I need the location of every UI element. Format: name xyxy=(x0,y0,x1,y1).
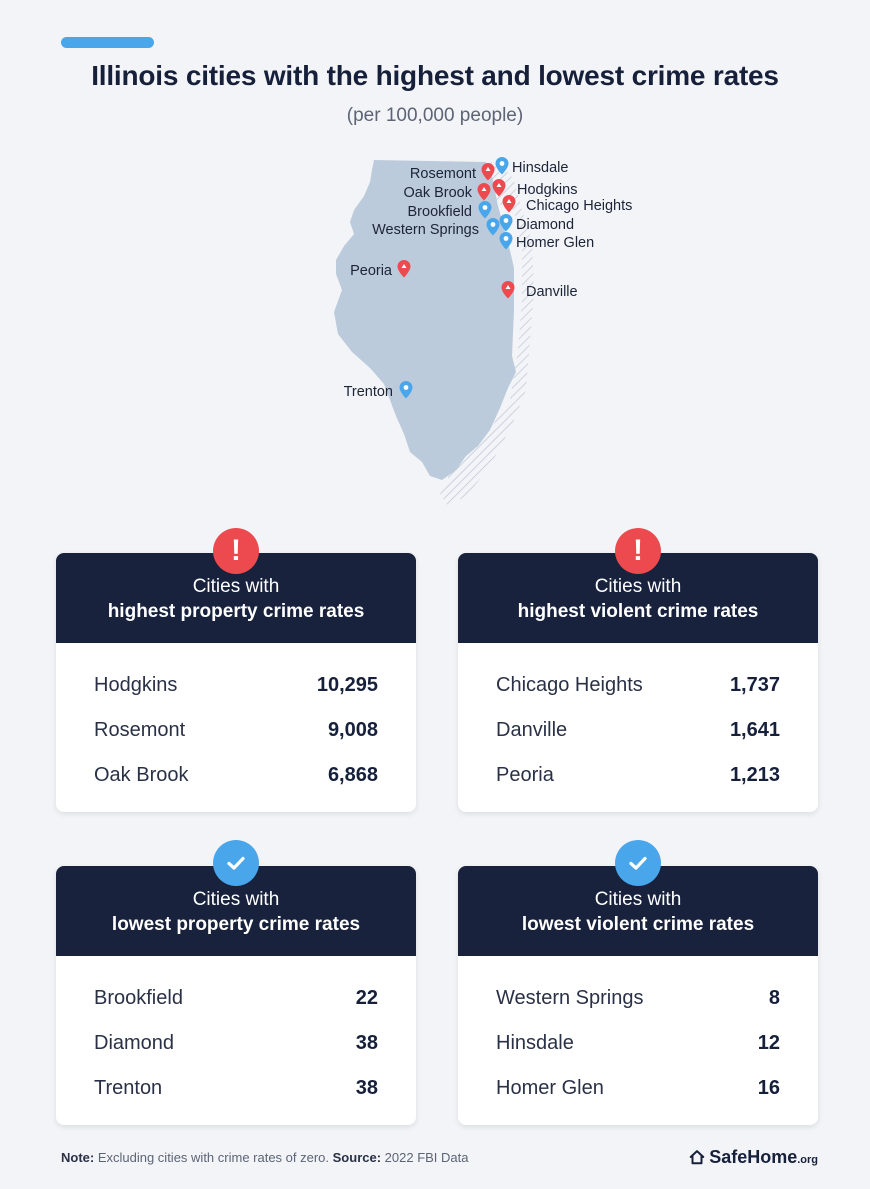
table-row: Diamond 38 xyxy=(94,1021,378,1066)
city-name: Chicago Heights xyxy=(496,674,643,696)
card-rows: Hodgkins 10,295 Rosemont 9,008 Oak Brook 6,… xyxy=(56,643,416,798)
card-rows: Chicago Heights 1,737 Danville 1,641 Peori… xyxy=(458,643,818,798)
card-header-line1: Cities with xyxy=(192,576,280,597)
table-row: Trenton 38 xyxy=(94,1066,378,1111)
crime-rate: 8 xyxy=(768,987,780,1009)
crime-rate: 38 xyxy=(355,1077,378,1099)
house-icon xyxy=(689,1150,705,1165)
map-label-hinsdale: Hinsdale xyxy=(512,160,568,176)
illinois-map: Rosemont Hinsdale Oak Brook Hodgkins Bro… xyxy=(300,150,640,520)
map-label-homer-glen: Homer Glen xyxy=(516,235,594,251)
crime-rate: 38 xyxy=(355,1032,378,1054)
map-label-hodgkins: Hodgkins xyxy=(517,182,577,198)
illinois-map-svg: Rosemont Hinsdale Oak Brook Hodgkins Bro… xyxy=(334,157,632,506)
table-row: Danville 1,641 xyxy=(496,708,780,753)
map-label-western-springs: Western Springs xyxy=(372,222,479,238)
map-pin-homer-glen xyxy=(499,232,513,250)
card-header-line2: highest property crime rates xyxy=(107,601,365,622)
note-label: Note: xyxy=(61,1150,95,1165)
city-name: Trenton xyxy=(94,1077,163,1099)
crime-rate: 16 xyxy=(757,1077,780,1099)
card-lowest-violent: Cities with lowest violent crime rates W… xyxy=(458,866,818,1125)
map-label-brookfield: Brookfield xyxy=(408,204,472,220)
city-name: Brookfield xyxy=(94,987,183,1009)
map-pin-diamond xyxy=(499,214,513,232)
table-row: Homer Glen 16 xyxy=(496,1066,780,1111)
card-header-line1: Cities with xyxy=(594,889,682,910)
table-row: Peoria 1,213 xyxy=(496,753,780,798)
city-name: Hodgkins xyxy=(94,674,178,696)
source-label: Source: xyxy=(332,1150,382,1165)
city-name: Diamond xyxy=(94,1032,175,1054)
map-label-rosemont: Rosemont xyxy=(410,166,476,182)
crime-rate: 1,737 xyxy=(729,674,780,696)
card-header: Cities with lowest property crime rates xyxy=(56,866,416,956)
table-row: Hinsdale 12 xyxy=(496,1021,780,1066)
card-highest-violent: Cities with highest violent crime rates … xyxy=(458,553,818,812)
map-label-peoria: Peoria xyxy=(350,263,393,279)
map-label-diamond: Diamond xyxy=(516,217,574,233)
crime-rate: 10,295 xyxy=(316,674,378,696)
card-highest-property: Cities with highest property crime rates… xyxy=(56,553,416,812)
map-pin-trenton xyxy=(399,381,413,399)
card-header-line2: lowest violent crime rates xyxy=(521,914,755,935)
table-row: Brookfield 22 xyxy=(94,976,378,1021)
card-rows: Brookfield 22 Diamond 38 Trenton 38 xyxy=(56,956,416,1111)
logo-tld: .org xyxy=(797,1154,818,1166)
note-text: Excluding cities with crime rates of zer… xyxy=(94,1150,333,1165)
page-title: Illinois cities with the highest and low… xyxy=(91,60,779,91)
card-header-line2: lowest property crime rates xyxy=(111,914,361,935)
crime-rate: 22 xyxy=(355,987,378,1009)
map-shadow xyxy=(392,162,534,506)
map-pin-western-springs xyxy=(486,218,500,236)
logo-brand: SafeHome xyxy=(709,1147,798,1167)
alert-icon: ! xyxy=(213,528,259,574)
map-pin-hodgkins xyxy=(492,179,506,197)
crime-rate: 1,641 xyxy=(729,719,780,741)
accent-bar xyxy=(61,37,154,48)
crime-rate: 12 xyxy=(757,1032,780,1054)
city-name: Peoria xyxy=(496,764,554,786)
check-icon-glyph xyxy=(629,856,647,870)
source-text: 2022 FBI Data xyxy=(381,1150,469,1165)
table-row: Hodgkins 10,295 xyxy=(94,663,378,708)
map-label-danville: Danville xyxy=(526,284,578,300)
map-label-oak-brook: Oak Brook xyxy=(404,185,473,201)
table-row: Oak Brook 6,868 xyxy=(94,753,378,798)
card-header-line1: Cities with xyxy=(594,576,682,597)
card-lowest-property: Cities with lowest property crime rates … xyxy=(56,866,416,1125)
map-label-trenton: Trenton xyxy=(344,384,393,400)
map-pin-rosemont xyxy=(481,163,495,181)
card-rows: Western Springs 8 Hinsdale 12 Homer Glen 16 xyxy=(458,956,818,1111)
safehome-logo: SafeHome .org xyxy=(688,1145,818,1168)
card-header-line1: Cities with xyxy=(192,889,280,910)
map-pin-chicago-heights xyxy=(502,195,516,213)
page-subtitle: (per 100,000 people) xyxy=(346,105,524,126)
map-pin-brookfield xyxy=(478,201,492,219)
table-row: Chicago Heights 1,737 xyxy=(496,663,780,708)
alert-icon: ! xyxy=(615,528,661,574)
check-icon xyxy=(213,840,259,886)
check-icon xyxy=(615,840,661,886)
map-label-chicago-heights: Chicago Heights xyxy=(526,198,632,214)
check-icon-glyph xyxy=(227,856,245,870)
city-name: Rosemont xyxy=(94,719,186,741)
map-pin-danville xyxy=(501,281,515,299)
card-header-line2: highest violent crime rates xyxy=(517,601,759,622)
crime-rate: 9,008 xyxy=(327,719,378,741)
footer-note: Note: Excluding cities with crime rates … xyxy=(61,1150,469,1165)
city-name: Danville xyxy=(496,719,568,741)
city-name: Western Springs xyxy=(496,987,644,1009)
map-pin-hinsdale xyxy=(495,157,509,175)
map-state-shape xyxy=(334,160,516,480)
city-name: Homer Glen xyxy=(496,1077,604,1099)
map-pin-oak-brook xyxy=(477,183,491,201)
city-name: Oak Brook xyxy=(94,764,189,786)
table-row: Western Springs 8 xyxy=(496,976,780,1021)
crime-rate: 1,213 xyxy=(729,764,780,786)
crime-rate: 6,868 xyxy=(327,764,378,786)
city-name: Hinsdale xyxy=(496,1032,574,1054)
table-row: Rosemont 9,008 xyxy=(94,708,378,753)
map-pin-peoria xyxy=(397,260,411,278)
